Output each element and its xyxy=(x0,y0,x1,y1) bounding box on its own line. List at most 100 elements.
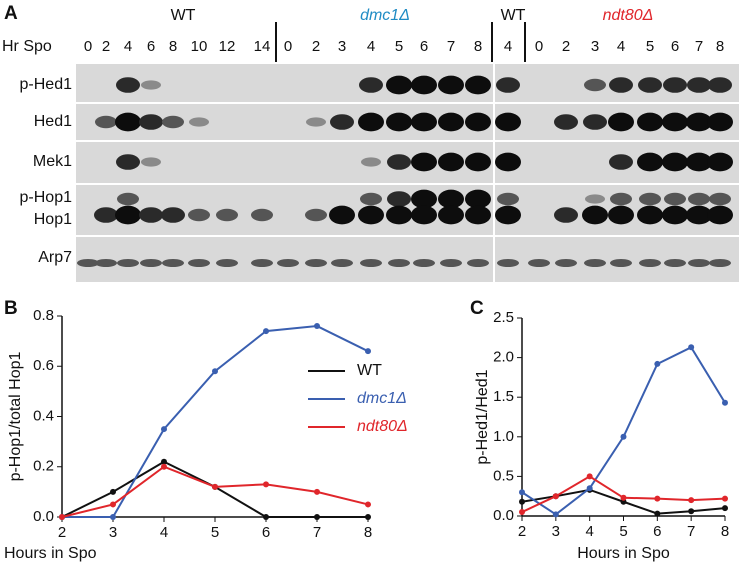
band xyxy=(554,207,578,223)
band xyxy=(77,259,99,267)
band xyxy=(662,205,688,225)
hr-label: Hr Spo xyxy=(2,38,52,55)
lane-label: 14 xyxy=(254,38,271,55)
band xyxy=(497,192,519,206)
data-point xyxy=(59,514,65,520)
band xyxy=(117,192,139,206)
panel-label: C xyxy=(470,298,484,319)
band xyxy=(639,192,661,206)
lane-label: 7 xyxy=(695,38,703,55)
band xyxy=(330,114,354,130)
band xyxy=(610,192,632,206)
band xyxy=(438,152,464,172)
band xyxy=(709,259,731,267)
y-tick-label: 2.0 xyxy=(493,349,514,366)
x-tick-label: 8 xyxy=(364,524,372,541)
lane-label: 10 xyxy=(191,38,208,55)
band xyxy=(686,152,712,172)
band xyxy=(555,259,577,267)
band xyxy=(495,112,521,132)
row-label: Hop1 xyxy=(34,211,72,228)
band xyxy=(189,117,209,127)
data-point xyxy=(722,495,728,502)
band xyxy=(438,112,464,132)
lane-label: 0 xyxy=(84,38,92,55)
data-point xyxy=(586,473,593,480)
data-point xyxy=(519,489,525,496)
data-point xyxy=(586,485,593,492)
band xyxy=(411,75,437,95)
band xyxy=(609,77,633,93)
band xyxy=(608,205,634,225)
band xyxy=(637,152,663,172)
band xyxy=(188,208,210,222)
band xyxy=(663,77,687,93)
panel-label: B xyxy=(4,298,18,319)
band xyxy=(277,259,299,267)
row-label: p-Hed1 xyxy=(20,76,73,93)
y-tick-label: 0.8 xyxy=(33,307,54,324)
data-point xyxy=(314,323,320,330)
band xyxy=(251,259,273,267)
band xyxy=(664,192,686,206)
genotype-label: WT xyxy=(171,7,196,24)
lane-label: 4 xyxy=(367,38,375,55)
band xyxy=(637,112,663,132)
band xyxy=(465,152,491,172)
genotype-label: WT xyxy=(501,7,526,24)
data-point xyxy=(263,481,269,488)
band xyxy=(411,189,437,209)
y-tick-label: 0.2 xyxy=(33,458,54,475)
data-point xyxy=(688,508,695,515)
band xyxy=(638,77,662,93)
panel-label: A xyxy=(4,3,18,24)
y-tick-label: 0.0 xyxy=(493,507,514,524)
band xyxy=(465,75,491,95)
data-point xyxy=(212,483,218,490)
band xyxy=(584,78,606,92)
band xyxy=(707,112,733,132)
band xyxy=(329,205,355,225)
band xyxy=(438,189,464,209)
x-tick-label: 6 xyxy=(653,523,661,540)
lane-label: 0 xyxy=(284,38,292,55)
data-point xyxy=(688,497,695,504)
data-point xyxy=(161,458,167,465)
data-point xyxy=(654,495,661,502)
data-point xyxy=(688,344,695,351)
lane-label: 2 xyxy=(562,38,570,55)
band xyxy=(161,207,185,223)
x-tick-label: 5 xyxy=(211,524,219,541)
band xyxy=(360,259,382,267)
band xyxy=(609,154,633,170)
band xyxy=(162,259,184,267)
lane-label: 5 xyxy=(395,38,403,55)
band xyxy=(117,259,139,267)
data-point xyxy=(519,498,525,505)
data-point xyxy=(552,493,559,500)
lane-label: 8 xyxy=(474,38,482,55)
band xyxy=(438,205,464,225)
legend-label: WT xyxy=(357,362,382,379)
band xyxy=(582,205,608,225)
band xyxy=(306,117,326,127)
series-line xyxy=(61,465,369,518)
x-tick-label: 7 xyxy=(313,524,321,541)
band xyxy=(139,114,163,130)
band xyxy=(361,157,381,167)
band xyxy=(331,259,353,267)
row-label: Mek1 xyxy=(33,153,72,170)
data-point xyxy=(110,501,116,508)
band xyxy=(496,77,520,93)
band xyxy=(465,189,491,209)
band xyxy=(216,208,238,222)
row-label: Hed1 xyxy=(34,113,72,130)
lane-label: 8 xyxy=(169,38,177,55)
band xyxy=(707,152,733,172)
band xyxy=(94,207,118,223)
band xyxy=(495,152,521,172)
band xyxy=(251,208,273,222)
band xyxy=(585,194,605,204)
x-tick-label: 2 xyxy=(58,524,66,541)
